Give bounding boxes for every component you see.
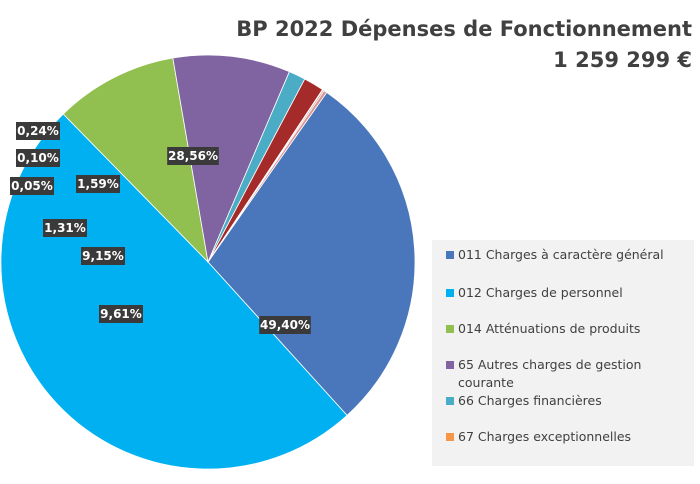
chart-title-total: 1 259 299 € [553, 48, 692, 72]
data-label-text: 49,40% [260, 318, 310, 332]
data-label-text: 0,24% [17, 124, 59, 138]
pie-slice [207, 91, 416, 416]
pie-slices [0, 54, 416, 470]
data-label-box [76, 175, 120, 193]
data-label-text: 9,61% [100, 307, 142, 321]
legend-label: 011 Charges à caractère général [458, 247, 664, 262]
data-label-box [81, 247, 125, 265]
data-label: 28,56% [167, 147, 219, 165]
data-label: 0,05% [10, 177, 54, 195]
data-label-text: 1,59% [77, 177, 119, 191]
legend-label: 014 Atténuations de produits [458, 321, 641, 336]
data-label: 1,31% [43, 219, 87, 237]
data-label: 9,61% [99, 305, 143, 323]
legend-label: 67 Charges exceptionnelles [458, 429, 632, 444]
legend-swatch [446, 289, 454, 297]
data-labels: 28,56% 49,40% 9,61% 9,15% 1,31% 1,59% 0,05% 0,1… [10, 122, 311, 334]
legend-swatch [446, 433, 454, 441]
legend-item-012: 012 Charges de personnel [446, 284, 686, 302]
legend-item-011: 011 Charges à caractère général [446, 246, 686, 264]
data-label-box [43, 219, 87, 237]
data-label: 0,24% [16, 122, 60, 140]
data-label-text: 0,10% [17, 151, 59, 165]
pie-slice [172, 54, 290, 264]
data-label-box [99, 305, 143, 323]
legend-item-66: 66 Charges financières [446, 392, 686, 410]
legend-label: 66 Charges financières [458, 393, 602, 408]
data-label: 9,15% [81, 247, 125, 265]
chart-title-line1: BP 2022 Dépenses de Fonctionnement [236, 17, 692, 41]
legend-label: 012 Charges de personnel [458, 285, 623, 300]
data-label-text: 1,31% [44, 221, 86, 235]
chart-title: BP 2022 Dépenses de Fonctionnement 1 259… [236, 14, 692, 76]
data-label-box [167, 147, 219, 165]
legend-swatch [446, 251, 454, 259]
legend-item-65: 65 Autres charges de gestion courante [446, 356, 686, 392]
data-label: 0,10% [16, 149, 60, 167]
legend-swatch [446, 361, 454, 369]
data-label-text: 28,56% [168, 149, 218, 163]
data-label: 1,59% [76, 175, 120, 193]
pie-slice [207, 90, 328, 263]
data-label-box [16, 122, 60, 140]
data-label: 49,40% [259, 316, 311, 334]
legend-label: 65 Autres charges de gestion courante [458, 357, 642, 390]
legend: 011 Charges à caractère général 012 Char… [432, 240, 694, 466]
legend-swatch [446, 397, 454, 405]
legend-swatch [446, 325, 454, 333]
data-label-text: 9,15% [82, 249, 124, 263]
data-label-text: 0,05% [11, 179, 53, 193]
data-label-box [16, 149, 60, 167]
pie-slice [62, 57, 209, 264]
data-label-box [259, 316, 311, 334]
legend-item-67: 67 Charges exceptionnelles [446, 428, 686, 446]
data-label-box [10, 177, 54, 195]
legend-item-014: 014 Atténuations de produits [446, 320, 686, 338]
